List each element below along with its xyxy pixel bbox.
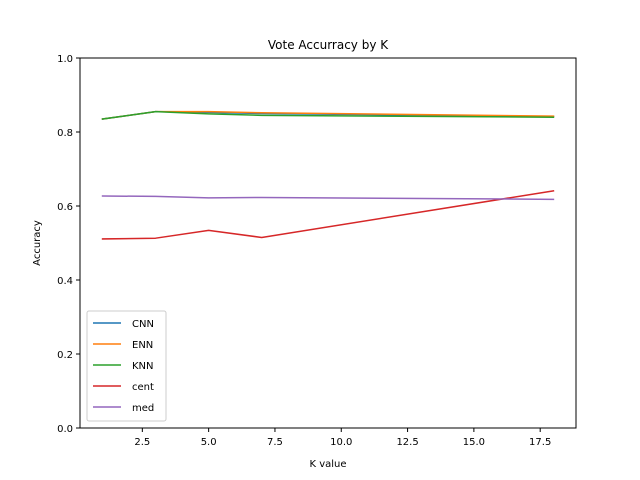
legend-label-med: med [132,403,154,414]
plot-frame [79,57,577,429]
series-line-cent [101,189,555,240]
x-tick-label: 12.5 [396,437,418,448]
x-tick-label: 7.5 [267,437,283,448]
x-tick-label: 17.5 [529,437,551,448]
x-axis-label: K value [309,459,346,470]
legend-label-cent: cent [132,382,154,393]
x-tick-label: 5.0 [201,437,217,448]
legend-label-cnn: CNN [132,319,154,330]
y-tick-label: 0.8 [57,128,73,139]
legend-items: CNN ENN KNN cent med [93,319,154,414]
legend-box [86,310,167,422]
legend-label-enn: ENN [132,340,153,351]
y-axis-label: Accuracy [32,220,43,266]
y-tick-label: 0.2 [57,350,73,361]
x-axis-ticks: 2.5 5.0 7.5 10.0 12.5 15.0 17.5 [134,428,551,448]
x-tick-label: 2.5 [134,437,150,448]
series-line-med [101,195,555,201]
y-tick-label: 1.0 [57,54,73,65]
series-line-knn [101,110,555,120]
x-tick-label: 15.0 [463,437,485,448]
y-tick-label: 0.4 [57,276,73,287]
legend-label-knn: KNN [132,361,154,372]
legend: CNN ENN KNN cent med [86,310,167,422]
x-tick-label: 10.0 [330,437,352,448]
chart-title: Vote Accurracy by K [268,38,389,52]
y-tick-label: 0.6 [57,202,73,213]
y-tick-label: 0.0 [57,424,73,435]
series-layer [101,110,555,240]
y-axis-ticks: 0.0 0.2 0.4 0.6 0.8 1.0 [57,54,80,435]
